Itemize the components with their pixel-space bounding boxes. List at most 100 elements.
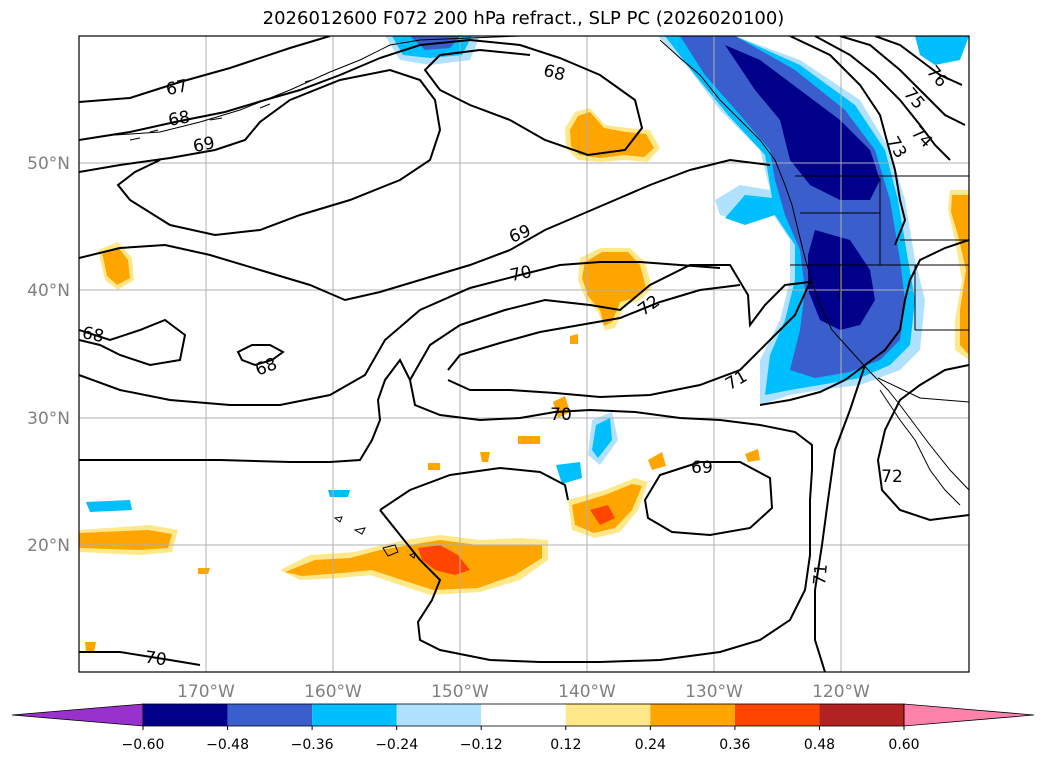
shade-orange-west-2 (79, 530, 172, 550)
contour-70-hawaii (379, 500, 811, 663)
colorbar-swatch (312, 704, 397, 726)
coast-alaska (114, 36, 521, 136)
contour-69-low (379, 466, 569, 511)
map-title: 2026012600 F072 200 hPa refract., SLP PC… (262, 8, 785, 29)
contour-71 (409, 264, 812, 399)
contour-72 (447, 284, 741, 371)
lon-label: 160°W (304, 682, 362, 702)
colorbar-swatch (734, 704, 820, 726)
contour-76 (874, 36, 963, 86)
lon-label: 150°W (431, 682, 489, 702)
lon-label: 130°W (685, 682, 743, 702)
colorbar-tick-label: 0.48 (804, 737, 835, 753)
contour-label: 67 (164, 76, 189, 100)
slp-contours (79, 36, 969, 672)
lon-labels: 170°W 160°W 150°W 140°W 130°W 120°W (177, 682, 870, 702)
colorbar-tick-label: −0.12 (460, 737, 503, 753)
colorbar-swatch (143, 704, 228, 726)
colorbar-swatch (396, 704, 482, 726)
contour-71-east (759, 239, 969, 406)
colorbar-swatch (481, 704, 566, 726)
colorbar-swatch (819, 704, 904, 726)
shade-orange-spot-5 (570, 334, 578, 344)
colorbar-tick-label: 0.12 (550, 737, 581, 753)
contour-70-mid (79, 261, 721, 406)
lat-label: 20°N (27, 536, 70, 556)
contour-69-mid (79, 158, 771, 302)
contour-68-ellipse (79, 318, 187, 367)
colorbar-tick-label: 0.60 (888, 737, 919, 753)
lat-labels: 50°N 40°N 30°N 20°N (27, 154, 70, 556)
contour-72-east (876, 364, 969, 522)
coast-baja (879, 389, 961, 506)
colorbar-frame (142, 703, 905, 727)
colorbar: −0.60 −0.48 −0.36 −0.24 −0.12 0.12 0.24 0.36 0.4… (11, 703, 1035, 753)
contour-label: 69 (191, 133, 216, 157)
colorbar-tick-label: 0.24 (635, 737, 666, 753)
contour-label: 68 (80, 323, 105, 347)
colorbar-extend-min (11, 703, 144, 727)
shade-orange-spot-6 (648, 452, 666, 470)
shade-cyan-small-2 (556, 462, 582, 484)
shade-orange-spot-8 (85, 642, 96, 652)
border-mexico (877, 377, 969, 403)
colorbar-swatch (650, 704, 735, 726)
contour-69-ellipse (643, 461, 774, 537)
shade-red-hawaii (418, 545, 470, 575)
contour-68-north (79, 38, 644, 157)
coastlines (114, 36, 969, 559)
lat-label: 30°N (27, 409, 70, 429)
contour-label: 72 (881, 467, 903, 487)
colorbar-extend-max (903, 703, 1035, 727)
shade-cyan-small-3 (86, 500, 132, 512)
shade-orange-mid (582, 252, 646, 326)
coast-bc-panhandle (659, 39, 969, 491)
shade-orange-north (570, 112, 654, 158)
contour-label: 68 (167, 107, 192, 130)
border-states (790, 178, 969, 331)
colorbar-tick-label: −0.60 (122, 737, 165, 753)
positive-shading (79, 108, 969, 652)
colorbar-tick-label: −0.36 (291, 737, 334, 753)
colorbar-tick-label: −0.24 (375, 737, 418, 753)
contour-70-sw (79, 651, 201, 666)
contour-label: 70 (508, 262, 533, 286)
contour-74 (814, 36, 951, 161)
contour-70-south (79, 358, 411, 463)
contour-67 (79, 36, 331, 103)
colorbar-tick-label: 0.36 (719, 737, 750, 753)
colorbar-swatch (565, 704, 651, 726)
shade-red-subtrop (590, 505, 615, 525)
shade-orange-east (951, 195, 969, 355)
lon-label: 120°W (812, 682, 870, 702)
contour-70-loop (409, 379, 813, 501)
shade-orange-spot-3 (428, 463, 440, 470)
graticule (79, 36, 969, 672)
contour-71-south (814, 364, 866, 672)
contour-label: 69 (691, 458, 713, 478)
shade-orange-spot-4 (745, 449, 760, 462)
colorbar-tick-label: −0.48 (206, 737, 249, 753)
shade-orange-hawaii (285, 540, 542, 590)
plot-frame (78, 35, 970, 673)
shade-orange-spot-1 (518, 436, 540, 444)
shade-orange-west-1 (102, 247, 130, 285)
shade-cyan-small-1 (592, 418, 612, 458)
shade-cyan-ne (915, 36, 969, 65)
shade-cyan-small-4 (328, 490, 350, 497)
lat-label: 40°N (27, 281, 70, 301)
colorbar-swatch (227, 704, 313, 726)
contour-73 (789, 36, 907, 246)
contour-label: 70 (550, 405, 572, 425)
lat-label: 50°N (27, 154, 70, 174)
coast-alaska-islands (129, 79, 313, 141)
lon-label: 170°W (177, 682, 235, 702)
shade-orange-spot-9 (480, 452, 490, 462)
lon-label: 140°W (558, 682, 616, 702)
contour-label: 71 (810, 563, 832, 586)
hawaii-islands (333, 516, 416, 559)
contour-label: 70 (144, 648, 168, 671)
contour-75 (839, 36, 966, 126)
shade-orange-spot-7 (198, 568, 210, 574)
